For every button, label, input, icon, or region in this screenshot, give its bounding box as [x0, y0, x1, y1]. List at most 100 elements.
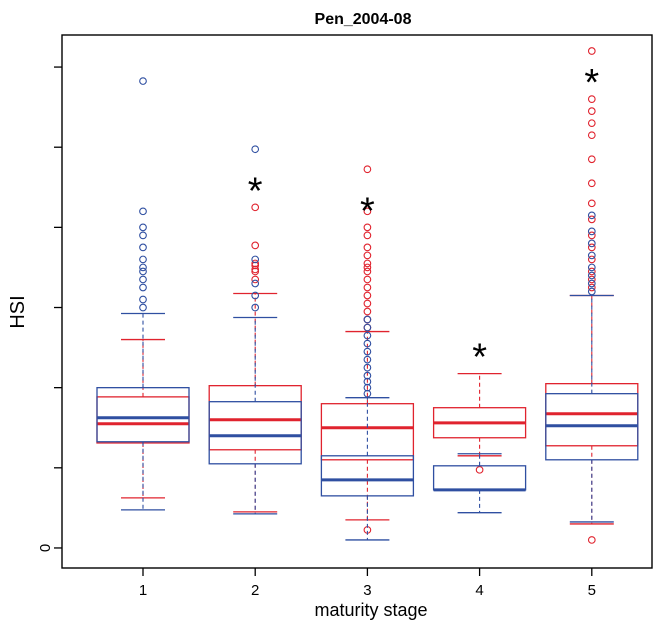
outlier-point — [587, 47, 596, 55]
y-axis-label: HSI — [7, 295, 29, 328]
outlier-point — [363, 283, 372, 292]
outlier-point — [251, 267, 260, 276]
outlier-point — [363, 355, 372, 364]
box-blue-stage-2 — [208, 145, 302, 515]
outlier-point — [587, 279, 596, 288]
outlier-point — [587, 283, 596, 292]
outlier-point — [475, 465, 484, 474]
outlier-point — [587, 251, 596, 260]
outlier-point — [251, 275, 260, 284]
outlier-point — [363, 383, 372, 392]
outlier-point — [363, 389, 372, 398]
outlier-point — [363, 331, 372, 340]
outlier-point — [587, 287, 596, 296]
axis-layer: 0 1 2 3 4 5 * * * * — [37, 34, 653, 599]
box-iqr — [208, 385, 302, 451]
box-iqr — [320, 455, 415, 497]
outlier-point — [139, 263, 147, 272]
outlier-point — [251, 259, 260, 268]
outlier-point — [251, 145, 260, 154]
significance-star: * — [472, 337, 487, 379]
outlier-point — [363, 251, 372, 260]
outlier-point — [363, 243, 372, 252]
outlier-point — [139, 303, 147, 312]
outlier-point — [587, 231, 596, 240]
outlier-point — [587, 271, 596, 280]
outlier-point — [363, 363, 372, 372]
outlier-point — [139, 267, 147, 276]
outlier-point — [587, 243, 596, 252]
outlier-point — [587, 107, 596, 115]
x-tick-label: 2 — [251, 582, 259, 599]
outlier-point — [139, 77, 147, 85]
outlier-point — [363, 315, 372, 324]
outlier-point — [363, 299, 372, 308]
outlier-point — [139, 283, 147, 292]
outlier-point — [251, 261, 260, 270]
outlier-point — [363, 259, 372, 268]
x-tick-label: 3 — [363, 582, 371, 599]
x-tick-label: 5 — [588, 582, 596, 599]
outlier-point — [587, 119, 596, 128]
y-tick-label: 0 — [37, 544, 54, 552]
outlier-point — [587, 199, 596, 208]
outlier-point — [251, 279, 260, 288]
box-iqr — [432, 465, 527, 491]
box-iqr — [208, 401, 302, 465]
box-blue-stage-5 — [545, 211, 639, 523]
outlier-point — [587, 255, 596, 264]
outlier-point — [587, 211, 596, 220]
outlier-point — [363, 231, 372, 240]
box-iqr — [96, 387, 190, 443]
outlier-point — [363, 377, 372, 386]
outlier-point — [587, 227, 596, 236]
outlier-point — [363, 223, 372, 232]
outlier-point — [139, 207, 147, 216]
outlier-point — [363, 263, 372, 272]
outlier-point — [587, 179, 596, 188]
outlier-point — [251, 203, 260, 212]
significance-star: * — [248, 170, 263, 212]
box-iqr — [96, 396, 190, 444]
outlier-point — [139, 223, 147, 232]
significance-star: * — [360, 190, 375, 232]
outlier-point — [587, 239, 596, 248]
outlier-point — [139, 295, 147, 304]
chart-title: Pen_2004-08 — [315, 11, 412, 28]
outlier-point — [139, 255, 147, 264]
outlier-point — [363, 347, 372, 356]
significance-star: * — [584, 62, 599, 104]
outlier-point — [251, 291, 260, 300]
outlier-point — [363, 371, 372, 380]
outlier-point — [363, 275, 372, 284]
outlier-point — [251, 265, 260, 274]
box-blue-stage-4 — [432, 453, 527, 514]
outlier-point — [363, 165, 372, 174]
outlier-point — [587, 536, 596, 544]
outlier-point — [251, 255, 260, 264]
outlier-point — [587, 215, 596, 224]
outlier-point — [139, 275, 147, 284]
outlier-point — [587, 275, 596, 284]
outlier-point — [139, 231, 147, 240]
plot-layer — [96, 47, 639, 544]
box-blue-stage-1 — [96, 77, 190, 511]
outlier-point — [251, 241, 260, 250]
outlier-point — [587, 263, 596, 272]
box-blue-stage-3 — [320, 315, 415, 541]
outlier-point — [363, 267, 372, 276]
plot-frame — [61, 34, 653, 569]
x-tick-label: 4 — [475, 582, 483, 599]
outlier-point — [363, 339, 372, 348]
x-axis-label: maturity stage — [314, 600, 427, 620]
outlier-point — [587, 267, 596, 276]
outlier-point — [587, 155, 596, 164]
outlier-point — [251, 303, 260, 312]
outlier-point — [587, 131, 596, 140]
outlier-point — [363, 307, 372, 316]
outlier-point — [363, 323, 372, 332]
outlier-point — [587, 95, 596, 103]
x-tick-label: 1 — [139, 582, 147, 599]
outlier-point — [363, 291, 372, 300]
